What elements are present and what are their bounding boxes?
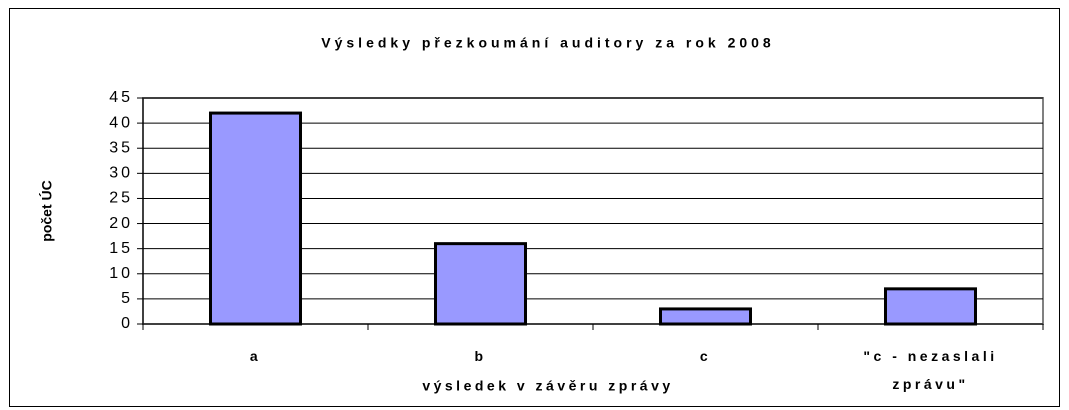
x-axis-title: výsledek v závěru zprávy <box>422 378 673 394</box>
y-tick-label: 10 <box>109 265 133 282</box>
y-tick-label: 0 <box>121 315 133 332</box>
y-tick-label: 40 <box>109 114 133 131</box>
y-tick-label: 5 <box>121 290 133 307</box>
y-tick-label: 35 <box>109 139 133 156</box>
bar <box>884 287 977 326</box>
y-tick-label: 45 <box>109 89 133 106</box>
x-tick-label: "c - nezaslali zprávu" <box>863 348 998 392</box>
y-tick-label: 15 <box>109 240 133 257</box>
bar <box>659 307 752 326</box>
bar <box>434 242 527 326</box>
x-tick-label: c <box>699 348 712 364</box>
y-tick-label: 25 <box>109 190 133 207</box>
y-tick-label: 30 <box>109 165 133 182</box>
y-axis-title: počet ÚC <box>38 180 55 241</box>
bar <box>209 111 302 326</box>
x-tick-label: b <box>474 348 487 364</box>
y-tick-label: 20 <box>109 215 133 232</box>
x-tick-label: a <box>249 348 262 364</box>
chart-title: Výsledky přezkoumání auditory za rok 200… <box>321 35 774 51</box>
